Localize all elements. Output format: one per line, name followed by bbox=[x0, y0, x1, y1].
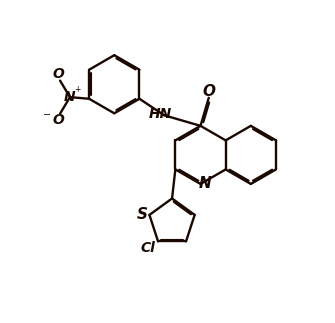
Text: O: O bbox=[202, 84, 215, 99]
Text: $^+$: $^+$ bbox=[73, 85, 82, 95]
Text: O: O bbox=[53, 67, 64, 81]
Text: N: N bbox=[198, 176, 211, 192]
Text: N: N bbox=[64, 90, 76, 104]
Text: Cl: Cl bbox=[140, 241, 155, 255]
Text: $^-$O: $^-$O bbox=[40, 113, 65, 127]
Text: S: S bbox=[137, 207, 148, 223]
Text: HN: HN bbox=[149, 107, 172, 121]
